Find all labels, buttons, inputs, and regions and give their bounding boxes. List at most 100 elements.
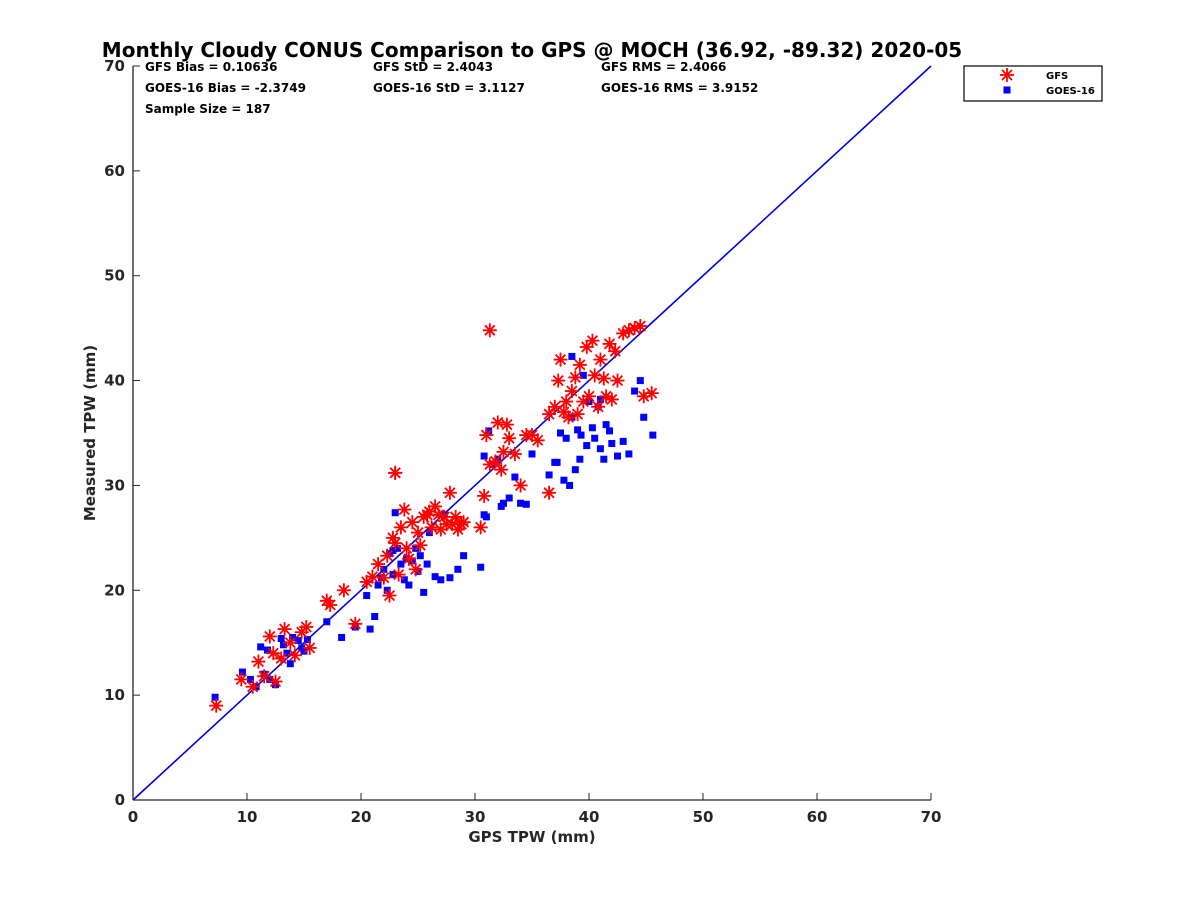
goes-16-point — [460, 552, 468, 560]
gfs-point — [593, 352, 608, 367]
asterisk-stroke — [646, 387, 658, 399]
goes-16-point — [583, 442, 591, 450]
asterisk-stroke — [395, 521, 407, 533]
asterisk-stroke — [393, 568, 405, 581]
asterisk-stroke — [583, 390, 595, 402]
gfs-point — [572, 357, 587, 372]
asterisk-stroke — [532, 434, 544, 446]
asterisk-stroke — [572, 408, 584, 420]
gfs-point — [442, 485, 457, 500]
goes-16-point — [608, 439, 616, 447]
goes-16-point — [511, 473, 519, 481]
asterisk-stroke — [450, 511, 462, 523]
gfs-point — [209, 698, 224, 713]
gfs-point — [582, 389, 596, 404]
gfs-point — [274, 651, 289, 666]
asterisk-stroke — [603, 338, 616, 350]
gfs-point — [456, 515, 471, 530]
asterisk-stroke — [289, 649, 301, 661]
y-tick-label: 20 — [104, 581, 125, 599]
asterisk-stroke — [264, 630, 276, 643]
goes-16-point — [423, 560, 431, 568]
goes-16-point — [596, 445, 604, 453]
asterisk-stroke — [426, 521, 438, 533]
asterisk-stroke — [366, 571, 378, 583]
asterisk-stroke — [398, 503, 410, 516]
asterisk-stroke — [515, 479, 527, 492]
asterisk-stroke — [634, 320, 646, 332]
goes-16-point — [505, 494, 513, 502]
gfs-point — [302, 640, 317, 655]
goes-16-point — [264, 646, 272, 654]
asterisk-stroke — [560, 395, 572, 408]
asterisk-stroke — [389, 467, 401, 479]
goes-16-point — [557, 429, 564, 437]
goes-16-point — [522, 500, 530, 508]
asterisk-stroke — [269, 675, 282, 688]
asterisk-stroke — [279, 623, 291, 635]
goes-16-point — [560, 476, 568, 484]
asterisk-stroke — [324, 599, 336, 611]
gfs-point — [479, 428, 494, 443]
asterisk-stroke — [480, 429, 492, 441]
goes-16-point — [568, 352, 576, 360]
goes-rms-stat: GOES-16 RMS = 3.9152 — [601, 81, 758, 95]
asterisk-stroke — [609, 345, 621, 357]
goes-16-point — [303, 636, 311, 644]
asterisk-stroke — [210, 700, 222, 712]
asterisk-stroke — [403, 553, 415, 565]
x-tick-label: 30 — [465, 808, 486, 826]
goes-16-point — [553, 458, 561, 466]
asterisk-stroke — [406, 516, 418, 528]
goes-16-point — [277, 635, 285, 643]
gfs-point — [262, 629, 277, 644]
asterisk-stroke — [509, 448, 521, 460]
goes-16-point — [591, 434, 599, 442]
gfs-point — [382, 588, 397, 603]
asterisk-stroke — [478, 490, 490, 502]
asterisk-stroke — [438, 511, 450, 523]
y-tick-label: 10 — [104, 686, 125, 704]
goes-16-point — [257, 643, 265, 651]
asterisk-stroke — [495, 464, 507, 476]
goes-bias-stat: GOES-16 Bias = -2.3749 — [145, 81, 306, 95]
goes-16-point — [294, 637, 302, 645]
y-tick-label: 30 — [104, 476, 125, 494]
gfs-point — [376, 570, 391, 585]
asterisk-stroke — [372, 558, 384, 570]
goes-16-point — [446, 574, 454, 582]
asterisk-stroke — [432, 509, 445, 521]
asterisk-stroke — [258, 670, 270, 682]
y-tick-label: 50 — [104, 267, 125, 285]
goes-16-point — [500, 499, 507, 507]
gfs-point — [393, 520, 408, 535]
gfs-point — [401, 551, 416, 566]
asterisk-stroke — [589, 369, 601, 381]
gfs-point — [266, 646, 281, 661]
gfs-point — [234, 672, 249, 687]
gfs-point — [553, 352, 568, 367]
goes-std-stat: GOES-16 StD = 3.1127 — [373, 81, 525, 95]
gfs-point — [502, 431, 517, 446]
legend-box — [963, 65, 1103, 102]
gfs-point — [336, 583, 351, 598]
asterisk-stroke — [484, 458, 496, 471]
sample-size-stat: Sample Size = 187 — [145, 102, 271, 116]
gfs-point — [448, 509, 463, 524]
gfs-point — [596, 371, 611, 386]
goes-16-point — [485, 427, 493, 435]
asterisk-stroke — [349, 618, 361, 630]
goes-16-point — [640, 413, 648, 421]
asterisk-stroke — [284, 637, 296, 649]
asterisk-stroke — [387, 532, 399, 544]
goes-16-point — [425, 529, 433, 537]
goes-16-point — [283, 649, 291, 657]
legend: GFS GOES-16 — [963, 65, 1103, 102]
asterisk-stroke — [569, 371, 581, 384]
x-axis-ticks: 0 10 20 30 40 50 60 70 — [128, 793, 941, 826]
goes-16-point — [480, 452, 488, 460]
gfs-point — [507, 446, 522, 461]
asterisk-stroke — [554, 354, 567, 366]
gfs-point — [408, 562, 423, 577]
